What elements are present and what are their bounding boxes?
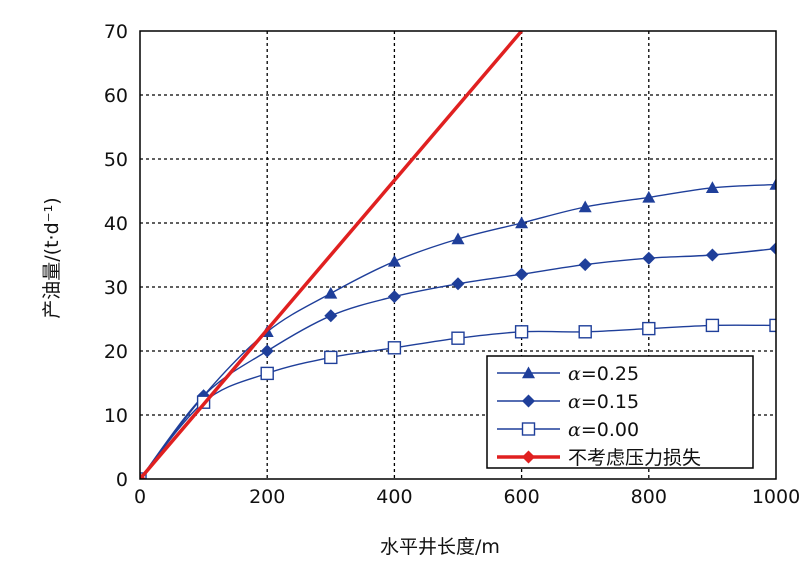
- data-point: [387, 341, 402, 355]
- series-line: [140, 324, 776, 479]
- data-point: [451, 277, 465, 291]
- data-point: [260, 366, 274, 381]
- data-point: [387, 254, 401, 267]
- legend-symbol: α: [568, 391, 581, 413]
- series-3: [140, 31, 523, 479]
- tick-labels: 0 200 400 600 800 1000 0 10 20 30 40 50 60 70: [104, 21, 800, 508]
- x-tick-label: 0: [134, 486, 146, 508]
- legend-marker: [522, 450, 535, 464]
- legend-symbol: α: [568, 363, 581, 385]
- data-point: [642, 190, 656, 203]
- legend-value: =0.15: [581, 391, 639, 413]
- x-tick-label: 400: [376, 486, 412, 508]
- y-axis-title: 产油量/(t·d⁻¹): [41, 197, 63, 318]
- data-point: [140, 473, 146, 479]
- data-point: [387, 290, 401, 304]
- data-point: [260, 344, 274, 358]
- series-layer: [140, 31, 776, 479]
- data-point: [451, 331, 465, 345]
- legend-label: 不考虑压力损失: [568, 447, 701, 469]
- legend-label: α=0.15: [568, 391, 639, 413]
- x-tick-label: 800: [631, 486, 667, 508]
- data-point: [705, 318, 720, 333]
- series-line: [140, 31, 523, 479]
- data-point: [515, 216, 529, 229]
- legend-marker: [522, 366, 535, 379]
- legend-marker: [521, 422, 536, 436]
- x-tick-label: 1000: [752, 486, 800, 508]
- data-point: [642, 251, 656, 265]
- data-point: [769, 242, 776, 256]
- legend-value: =0.00: [581, 419, 639, 441]
- data-point: [578, 258, 592, 272]
- legend-marker: [522, 394, 535, 408]
- y-tick-label: 30: [104, 277, 128, 299]
- x-axis-title: 水平井长度/m: [380, 536, 500, 558]
- y-tick-label: 60: [104, 85, 128, 107]
- y-tick-label: 40: [104, 213, 128, 235]
- data-point: [705, 248, 719, 262]
- data-point: [642, 321, 656, 336]
- y-tick-label: 10: [104, 405, 128, 427]
- x-tick-label: 600: [503, 486, 539, 508]
- legend-symbol: α: [568, 419, 581, 441]
- y-tick-label: 0: [116, 469, 128, 491]
- legend-label: α=0.25: [568, 363, 639, 385]
- data-point: [769, 178, 776, 190]
- y-tick-label: 50: [104, 149, 128, 171]
- y-tick-label: 70: [104, 21, 128, 43]
- legend-label: α=0.00: [568, 419, 639, 441]
- data-point: [324, 286, 338, 299]
- legend-value: =0.25: [581, 363, 639, 385]
- data-point: [451, 232, 465, 245]
- data-point: [324, 350, 338, 365]
- data-point: [769, 318, 776, 333]
- y-tick-label: 20: [104, 341, 128, 363]
- data-point: [578, 325, 592, 339]
- data-point: [705, 181, 719, 193]
- x-tick-label: 200: [249, 486, 285, 508]
- data-point: [515, 267, 529, 281]
- plot-frame: [139, 30, 777, 480]
- data-point: [324, 309, 338, 323]
- data-point: [578, 200, 592, 213]
- series-line: [140, 183, 776, 479]
- data-point: [514, 325, 529, 339]
